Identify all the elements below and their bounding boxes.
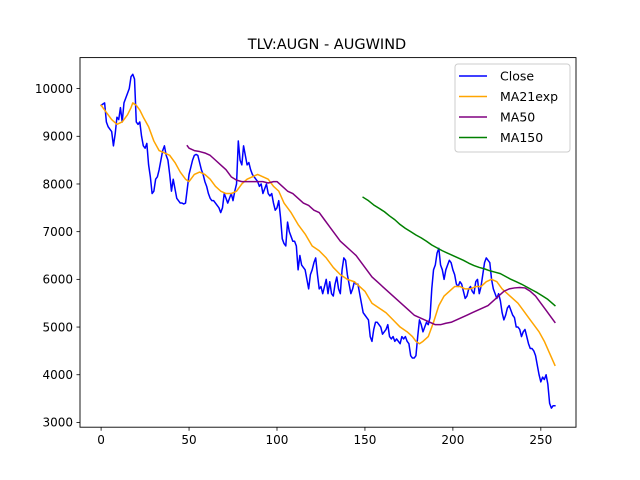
series-line-ma150 (362, 196, 556, 307)
x-tick-label: 100 (266, 433, 289, 447)
x-tick-label: 150 (353, 433, 376, 447)
series-line-ma50 (186, 144, 556, 326)
y-tick-label: 5000 (42, 320, 73, 334)
legend-label-ma50: MA50 (500, 110, 535, 125)
legend-label-close: Close (500, 69, 534, 84)
series-line-ma21exp (100, 102, 556, 367)
y-tick-label: 6000 (42, 273, 73, 287)
x-tick-label: 200 (441, 433, 464, 447)
x-axis: 0 50 100 150 200 250 (97, 427, 552, 447)
y-tick-label: 3000 (42, 416, 73, 430)
legend: Close MA21exp MA50 MA150 (454, 63, 571, 153)
plot-frame (79, 57, 577, 428)
y-tick-label: 9000 (42, 130, 73, 144)
series-line-close (100, 73, 556, 409)
x-tick-label: 0 (97, 433, 105, 447)
y-tick-label: 8000 (42, 177, 73, 191)
series-layer (100, 73, 556, 409)
x-tick-label: 50 (181, 433, 196, 447)
y-tick-label: 4000 (42, 368, 73, 382)
legend-box (454, 63, 571, 153)
legend-label-ma21exp: MA21exp (500, 89, 558, 104)
y-tick-label: 10000 (35, 82, 73, 96)
legend-label-ma150: MA150 (500, 130, 543, 145)
chart-title: TLV:AUGN - AUGWIND (247, 37, 406, 53)
x-tick-label: 250 (529, 433, 552, 447)
y-tick-label: 7000 (42, 225, 73, 239)
y-axis: 3000 4000 5000 6000 7000 8000 9000 10000 (35, 82, 80, 430)
